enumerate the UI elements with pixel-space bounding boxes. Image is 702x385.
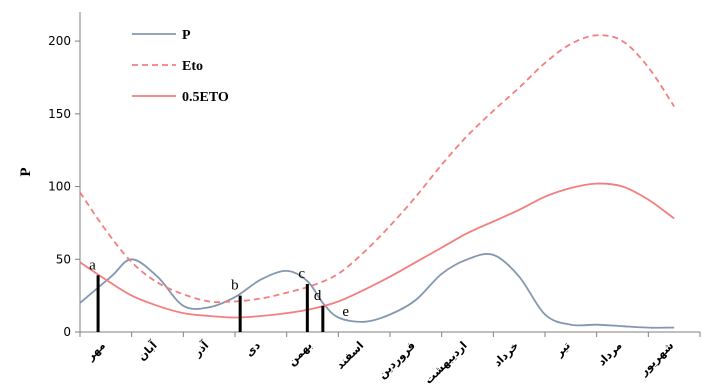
x-tick-label: دی: [243, 339, 264, 360]
legend-label: P: [182, 28, 191, 43]
x-tick-label: مهر: [83, 339, 108, 364]
y-tick-label: 0: [63, 325, 71, 339]
y-ticks: 0 50 100 150 200: [48, 34, 80, 339]
x-tick-label: اسفند: [334, 339, 367, 372]
axes: [79, 12, 700, 333]
x-tick-label: آبان: [135, 338, 160, 363]
annotations: a b cd e: [89, 257, 349, 332]
y-tick-label: 100: [48, 180, 71, 194]
annotation-label-d: d: [314, 288, 322, 304]
legend-label: Eto: [182, 59, 203, 74]
annotation-label-a: a: [89, 257, 96, 273]
x-tick-label: شهریور: [636, 339, 676, 379]
series-line-eto: [79, 34, 675, 304]
series-line-p: [79, 253, 675, 329]
series-line-0-5eto: [79, 182, 675, 319]
series-lines: [79, 34, 675, 329]
x-ticks: مهر آبان آذر دی بهمن اسفند فروردین اردیبهشت خردا…: [79, 332, 701, 385]
y-tick-label: 200: [48, 34, 71, 48]
annotation-label-b: b: [231, 278, 239, 294]
y-axis-label: P: [18, 167, 34, 176]
x-tick-label: بهمن: [285, 339, 314, 368]
x-tick-label: آذر: [190, 338, 212, 360]
x-tick-label: مرداد: [595, 339, 624, 368]
x-tick-label: خرداد: [491, 339, 521, 369]
annotation-label-e: e: [342, 304, 349, 320]
legend: P Eto 0.5ETO: [132, 28, 229, 105]
legend-label: 0.5ETO: [182, 90, 229, 105]
x-tick-label: اردیبهشت: [422, 339, 470, 385]
annotation-label-c: c: [298, 266, 305, 282]
y-tick-label: 50: [56, 252, 71, 266]
y-tick-label: 150: [48, 107, 71, 121]
x-tick-label: فروردین: [376, 339, 418, 381]
x-tick-label: تیر: [552, 339, 573, 360]
